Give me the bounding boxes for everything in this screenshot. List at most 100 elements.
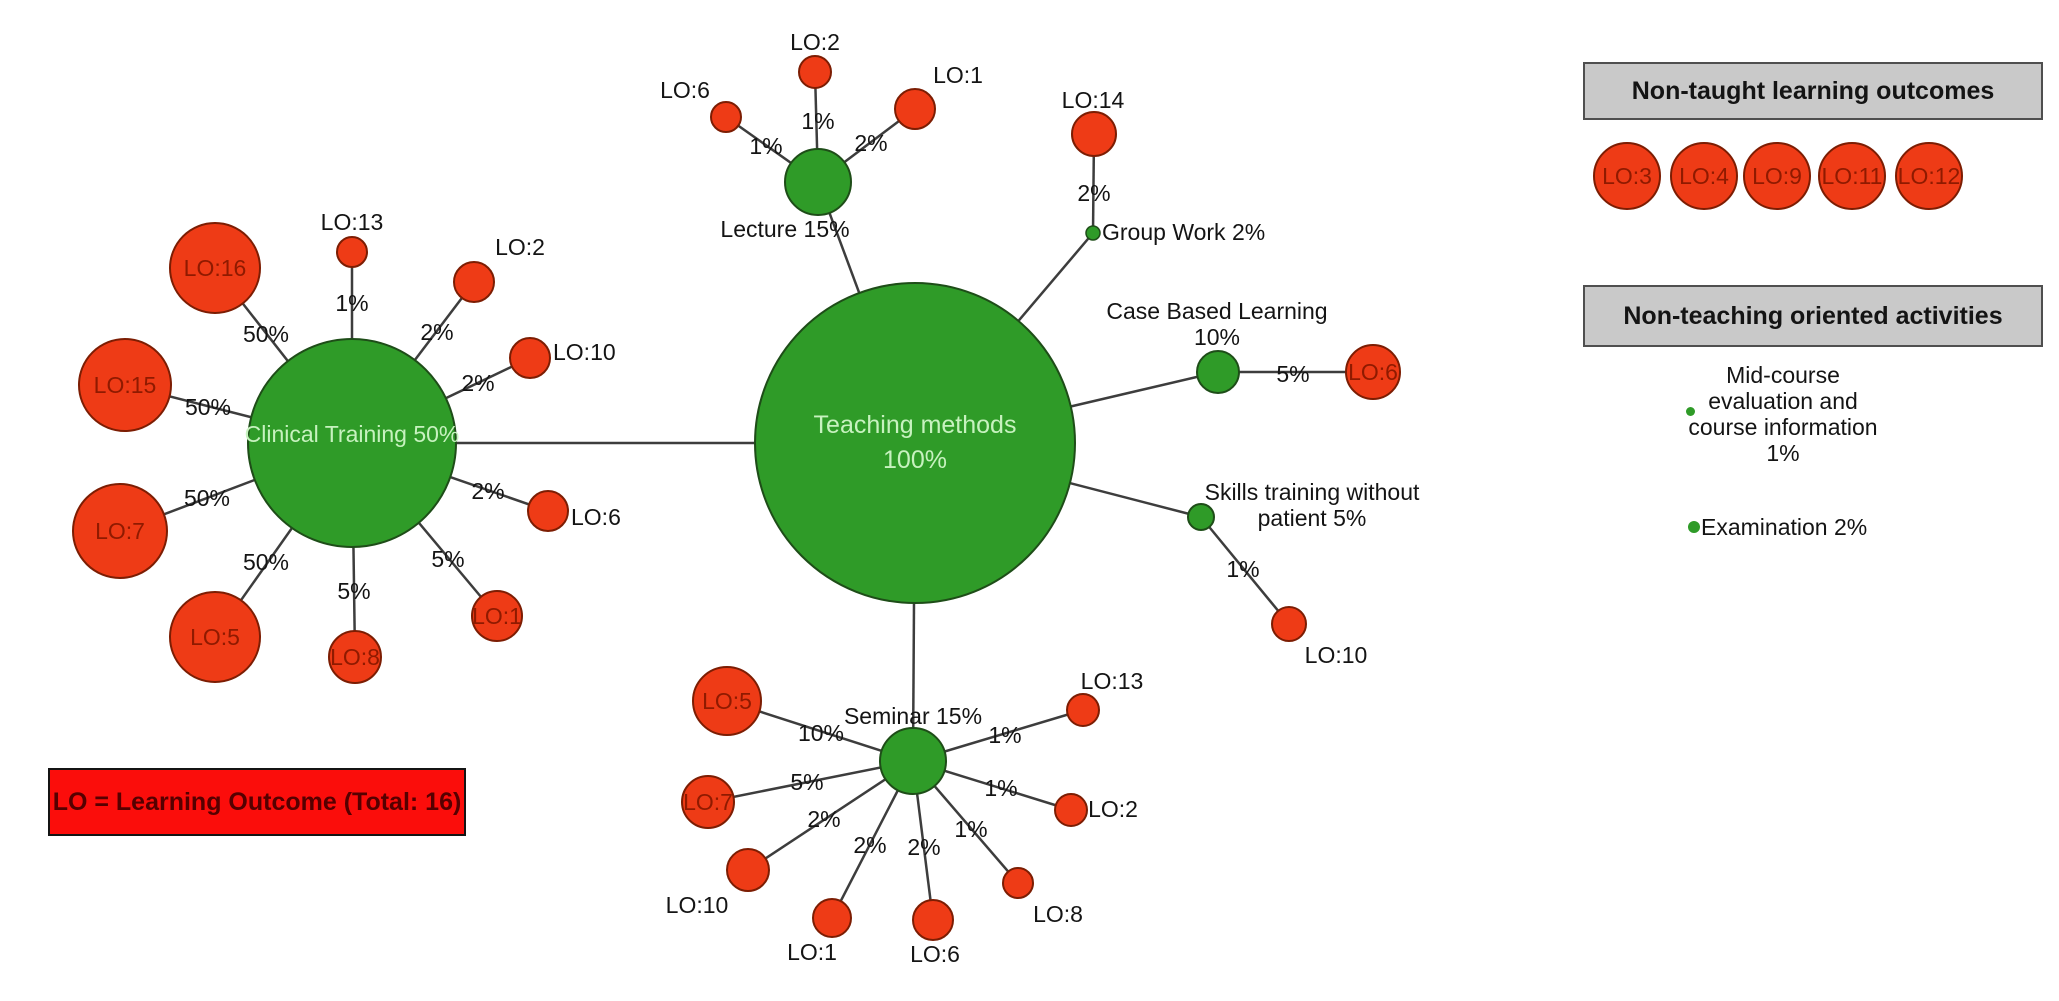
non-taught-outcomes-header: Non-taught learning outcomes: [1583, 62, 2043, 120]
edge-label-clinical-training-hub-clinical-lo2: 2%: [420, 319, 453, 345]
non-taught-lo-circle: LO:3: [1593, 142, 1661, 210]
clinical-lo2: [453, 261, 495, 303]
clinical-training-hub: [247, 338, 457, 548]
edge-label-clinical-training-hub-clinical-lo10: 2%: [461, 370, 494, 396]
edge-label-seminar-hub-seminar-lo2: 1%: [984, 775, 1017, 801]
lecture-hub: [784, 148, 852, 216]
clinical-lo1: [471, 590, 523, 642]
skills-lo10-label: LO:10: [1305, 642, 1368, 668]
seminar-hub: [879, 727, 947, 795]
edge-label-clinical-training-hub-clinical-lo5: 50%: [243, 549, 289, 575]
lo-key-box: LO = Learning Outcome (Total: 16): [48, 768, 466, 836]
teaching-methods-hub-label: Teaching methods 100%: [814, 411, 1017, 474]
lecture-lo2: [798, 55, 832, 89]
clinical-lo13: [336, 236, 368, 268]
clinical-lo7-label: LO:7: [95, 518, 145, 544]
seminar-lo7-label: LO:7: [683, 789, 733, 815]
non-taught-lo-circle: LO:11: [1818, 142, 1886, 210]
edge-label-seminar-hub-seminar-lo6: 2%: [907, 834, 940, 860]
lecture-lo2-label: LO:2: [790, 29, 840, 55]
non-taught-lo-label: LO:4: [1679, 162, 1729, 189]
edge-label-clinical-training-hub-clinical-lo1: 5%: [431, 546, 464, 572]
clinical-lo2-label: LO:2: [495, 234, 545, 260]
edge-label-seminar-hub-seminar-lo5: 10%: [798, 720, 844, 746]
lecture-lo6-label: LO:6: [660, 77, 710, 103]
clinical-training-hub-label: Clinical Training 50%: [245, 421, 460, 447]
edge-seminar-hub-seminar-lo7: [707, 759, 914, 804]
lecture-lo1: [894, 88, 936, 130]
seminar-lo6-label: LO:6: [910, 941, 960, 967]
case-based-learning-hub: [1196, 350, 1240, 394]
clinical-lo8-label: LO:8: [330, 644, 380, 670]
edge-label-clinical-training-hub-clinical-lo13: 1%: [335, 290, 368, 316]
mid-course-evaluation-label: Mid-course evaluation and course informa…: [1688, 362, 1878, 466]
clinical-lo13-label: LO:13: [321, 209, 384, 235]
clinical-lo16-label: LO:16: [184, 255, 247, 281]
non-taught-lo-circle: LO:12: [1895, 142, 1963, 210]
mid-course-dot-icon: [1686, 407, 1695, 416]
teaching-methods-hub: [754, 282, 1076, 604]
clinical-lo6-label: LO:6: [571, 504, 621, 530]
non-taught-lo-label: LO:9: [1752, 162, 1802, 189]
edge-label-clinical-training-hub-clinical-lo8: 5%: [337, 578, 370, 604]
seminar-lo6: [912, 899, 954, 941]
non-taught-lo-label: LO:3: [1602, 162, 1652, 189]
clinical-lo15: [78, 338, 172, 432]
cbl-lo6: [1345, 344, 1401, 400]
seminar-hub-label: Seminar 15%: [844, 703, 982, 729]
lecture-lo6: [710, 101, 742, 133]
edge-label-clinical-training-hub-clinical-lo7: 50%: [184, 485, 230, 511]
edge-label-lecture-hub-lecture-lo2: 1%: [801, 108, 834, 134]
non-taught-outcomes-title: Non-taught learning outcomes: [1631, 76, 1995, 105]
edge-label-lecture-hub-lecture-lo1: 2%: [854, 130, 887, 156]
edge-label-lecture-hub-lecture-lo6: 1%: [749, 133, 782, 159]
examination-label: Examination 2%: [1701, 514, 1868, 540]
seminar-lo13-label: LO:13: [1081, 668, 1144, 694]
clinical-lo5-label: LO:5: [190, 624, 240, 650]
group-work-hub: [1085, 225, 1101, 241]
seminar-lo8-label: LO:8: [1033, 901, 1083, 927]
clinical-lo7: [72, 483, 168, 579]
seminar-lo10-label: LO:10: [666, 892, 729, 918]
clinical-lo10-label: LO:10: [553, 339, 616, 365]
clinical-lo1-label: LO:1: [472, 603, 522, 629]
seminar-lo2-label: LO:2: [1088, 796, 1138, 822]
non-taught-lo-label: LO:12: [1897, 162, 1961, 189]
skills-training-hub-label: Skills training without patient 5%: [1205, 479, 1420, 531]
clinical-lo16: [169, 222, 261, 314]
clinical-lo15-label: LO:15: [94, 372, 157, 398]
seminar-lo13: [1066, 693, 1100, 727]
non-teaching-activities-title: Non-teaching oriented activities: [1623, 301, 2003, 330]
seminar-lo10: [726, 848, 770, 892]
seminar-lo7: [681, 775, 735, 829]
edge-skills-training-hub-skills-lo10: [1200, 516, 1290, 625]
edge-label-case-based-learning-hub-cbl-lo6: 5%: [1276, 361, 1309, 387]
cbl-lo6-label: LO:6: [1348, 359, 1398, 385]
examination-dot-icon: [1688, 521, 1700, 533]
lecture-lo1-label: LO:1: [933, 62, 983, 88]
clinical-lo5: [169, 591, 261, 683]
seminar-lo2: [1054, 793, 1088, 827]
skills-training-hub: [1187, 503, 1215, 531]
lo-key-label: LO = Learning Outcome (Total: 16): [52, 787, 462, 816]
edge-label-group-work-hub-groupwork-lo14: 2%: [1077, 180, 1110, 206]
non-taught-lo-circle: LO:4: [1670, 142, 1738, 210]
groupwork-lo14-label: LO:14: [1062, 87, 1125, 113]
seminar-lo1: [812, 898, 852, 938]
edge-label-clinical-training-hub-clinical-lo6: 2%: [471, 478, 504, 504]
groupwork-lo14: [1071, 111, 1117, 157]
clinical-lo10: [509, 337, 551, 379]
edge-label-seminar-hub-seminar-lo1: 2%: [853, 832, 886, 858]
clinical-lo6: [527, 490, 569, 532]
group-work-hub-label: Group Work 2%: [1102, 219, 1265, 245]
non-taught-lo-label: LO:11: [1821, 162, 1883, 189]
seminar-lo8: [1002, 867, 1034, 899]
edge-label-seminar-hub-seminar-lo8: 1%: [954, 816, 987, 842]
edge-label-clinical-training-hub-clinical-lo16: 50%: [243, 321, 289, 347]
clinical-lo8: [328, 630, 382, 684]
skills-lo10: [1271, 606, 1307, 642]
lecture-hub-label: Lecture 15%: [720, 216, 849, 242]
edge-label-seminar-hub-seminar-lo7: 5%: [790, 769, 823, 795]
